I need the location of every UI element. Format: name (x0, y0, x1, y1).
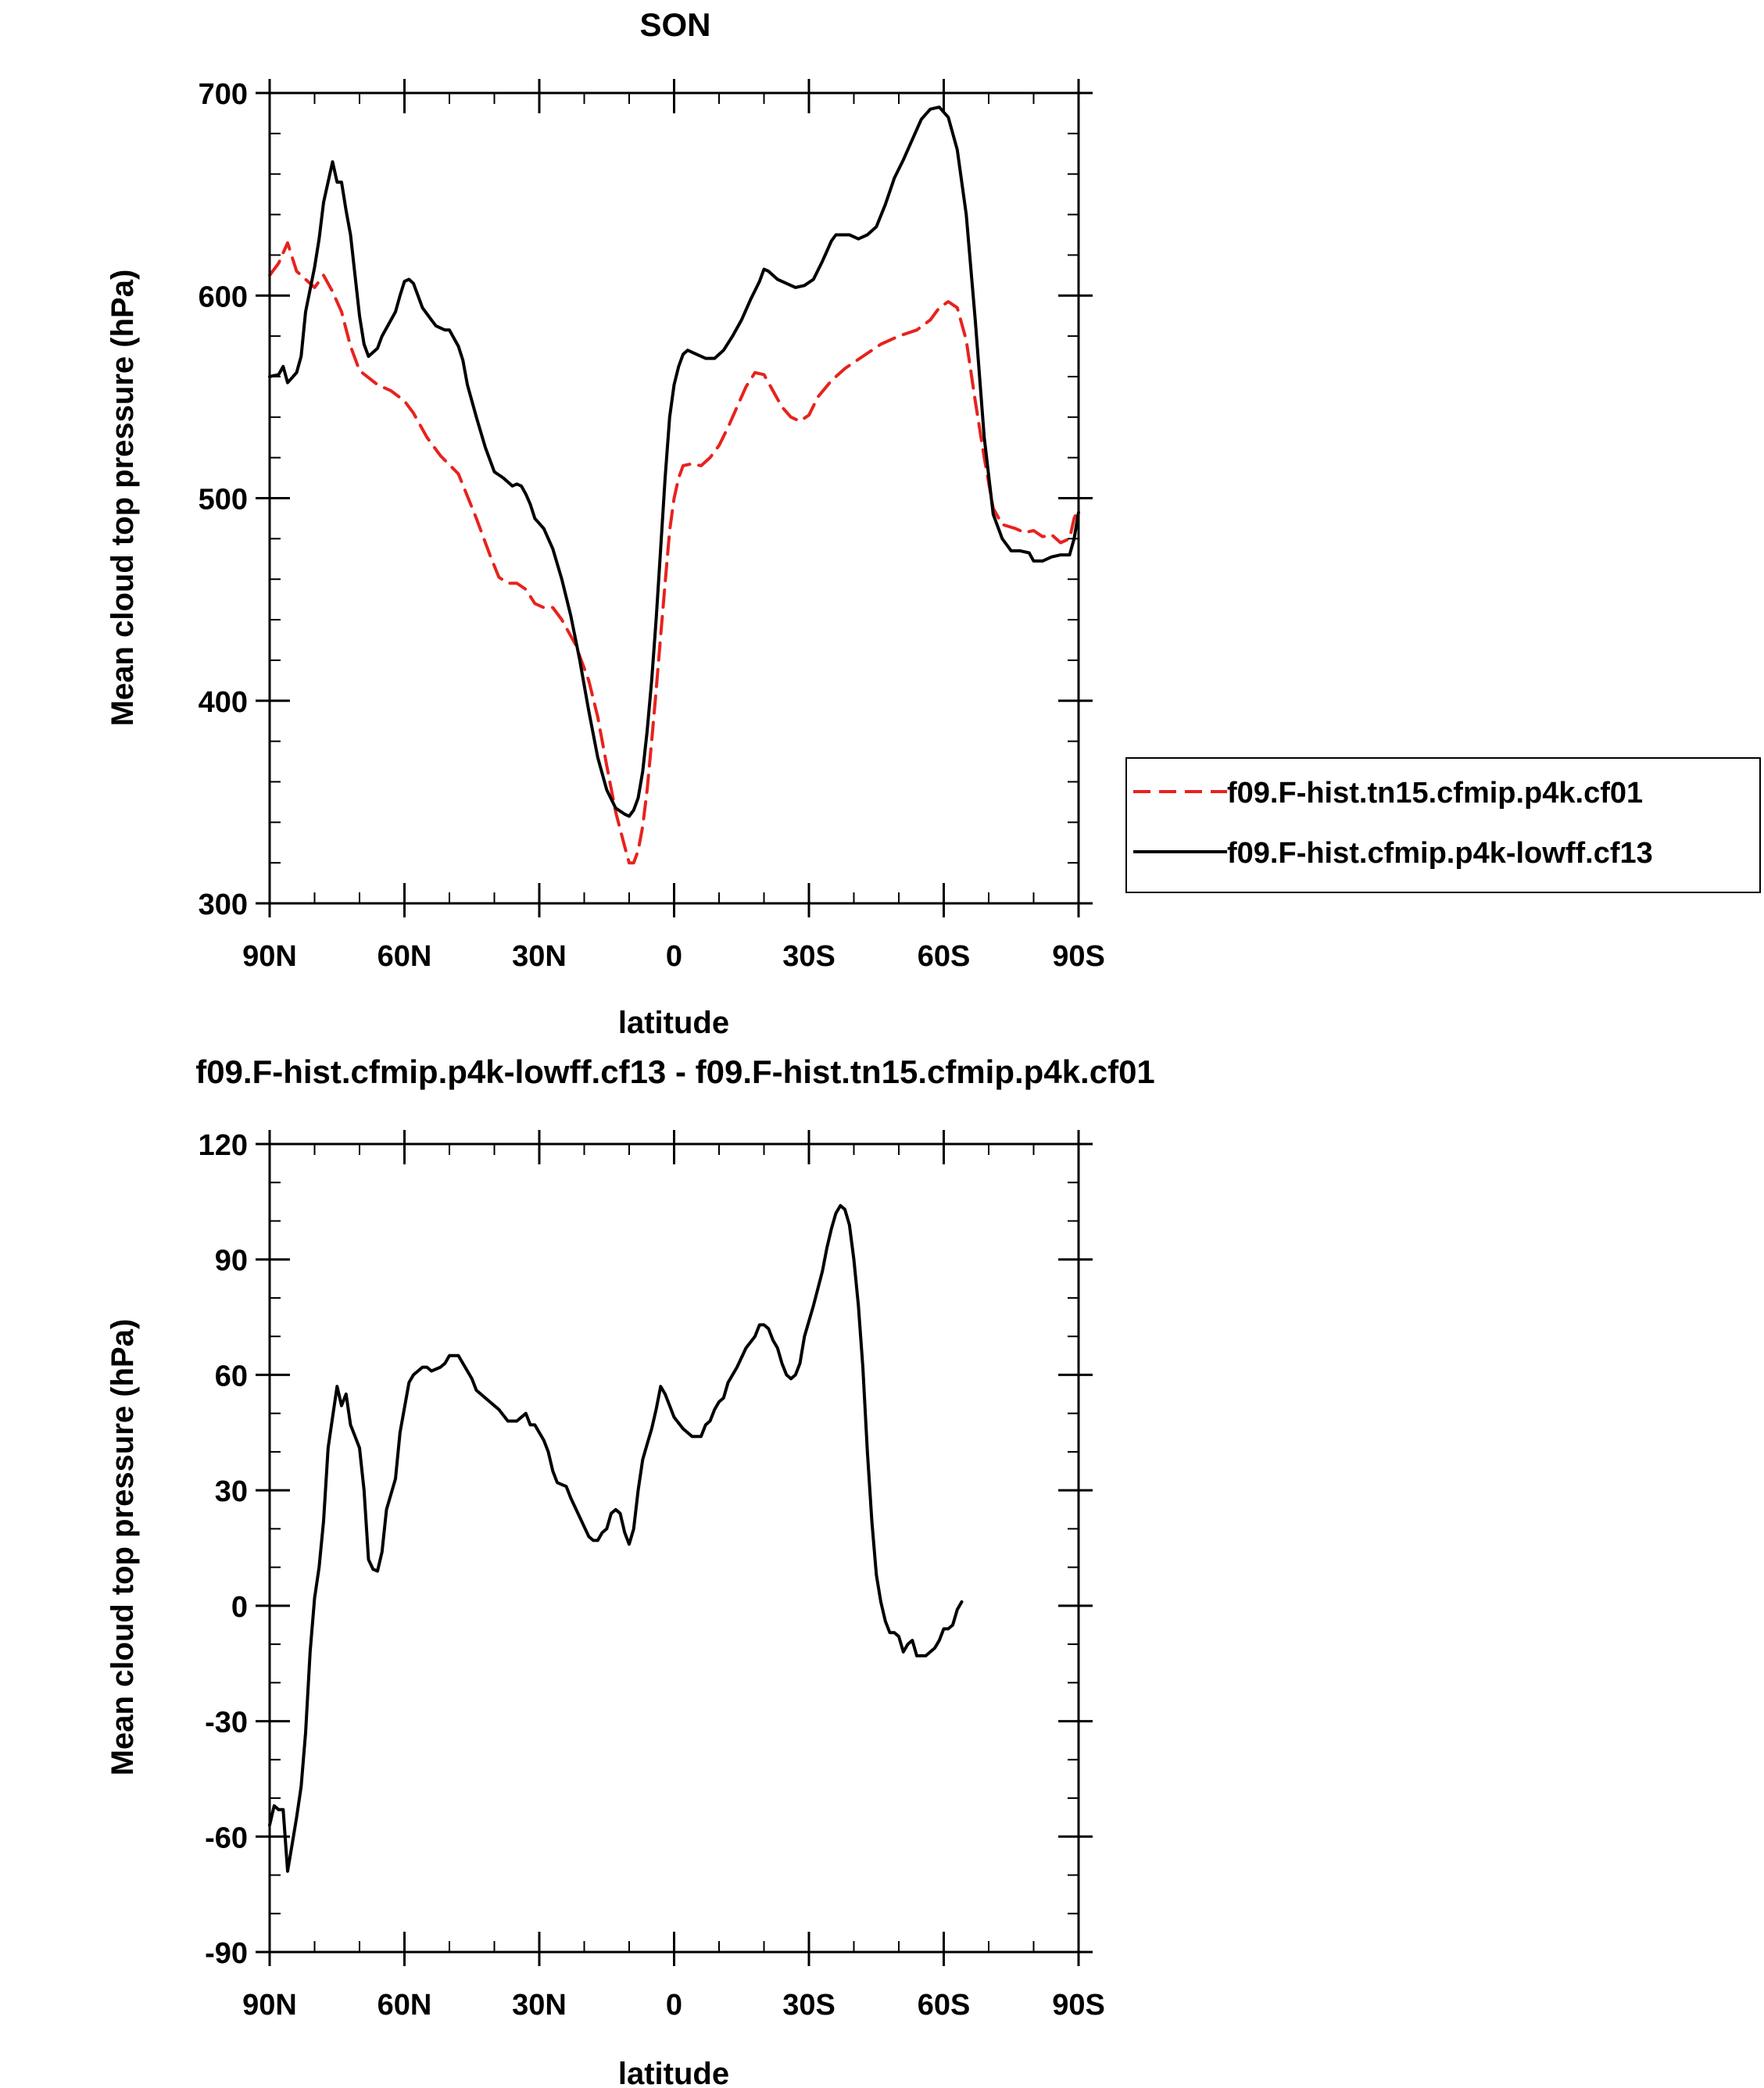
top-series-line-1 (268, 241, 1080, 865)
top-x-tick-label: 30N (512, 940, 567, 973)
bottom-x-tick-label: 30S (782, 1989, 835, 2022)
top-x-axis-label: latitude (618, 1006, 729, 1040)
bottom-y-tick-label: 30 (215, 1475, 248, 1508)
bottom-chart-panel: f09.F-hist.cfmip.p4k-lowff.cf13 - f09.F-… (106, 1053, 1155, 2088)
top-x-tick-label: 60S (918, 940, 971, 973)
legend-label-series-1: f09.F-hist.tn15.cfmip.p4k.cf01 (1227, 777, 1643, 810)
bottom-y-tick-label: 90 (215, 1245, 248, 1278)
top-x-tick-label: 0 (666, 940, 682, 973)
bottom-y-tick-label: -30 (205, 1707, 248, 1739)
top-x-tick-label: 90S (1052, 940, 1105, 973)
legend-label-series-2: f09.F-hist.cfmip.p4k-lowff.cf13 (1227, 837, 1653, 870)
bottom-x-axis-label: latitude (618, 2057, 729, 2088)
top-y-axis-label: Mean cloud top pressure (hPa) (106, 270, 140, 727)
top-series-layer (268, 105, 1080, 865)
top-x-tick-label: 30S (782, 940, 835, 973)
top-series-line-2 (268, 105, 1080, 818)
top-y-tick-label: 300 (199, 888, 248, 921)
bottom-y-tick-label: -90 (205, 1937, 248, 1970)
bottom-x-tick-label: 60N (377, 1989, 432, 2022)
bottom-series-line-1 (268, 1203, 964, 1873)
bottom-y-axis-label: Mean cloud top pressure (hPa) (106, 1319, 140, 1776)
top-chart-panel: SON 90N 60N 30N 0 30S 60S 90S 300 400 500 600 700 l… (106, 6, 1761, 1040)
top-y-tick-label: 600 (199, 281, 248, 313)
top-chart-legend: f09.F-hist.tn15.cfmip.p4k.cf01 f09.F-his… (1125, 757, 1761, 893)
bottom-y-tick-label: -60 (205, 1822, 248, 1854)
bottom-x-tick-label: 30N (512, 1989, 567, 2022)
legend-box (1125, 757, 1761, 893)
bottom-plot-frame (268, 1142, 1080, 1954)
top-x-tick-label: 60N (377, 940, 432, 973)
bottom-axis-ticks: 90N 60N 30N 0 30S 60S 90S -90 -60 -30 0 30 60 90 120 (199, 1129, 1105, 2022)
top-y-tick-label: 500 (199, 484, 248, 517)
top-x-tick-label: 90N (242, 940, 297, 973)
top-chart-title: SON (639, 6, 710, 43)
bottom-x-tick-label: 90N (242, 1989, 297, 2022)
bottom-series-layer (268, 1203, 964, 1873)
bottom-y-tick-label: 0 (231, 1591, 248, 1624)
top-y-tick-label: 400 (199, 686, 248, 719)
bottom-x-tick-label: 0 (666, 1989, 682, 2022)
bottom-x-tick-label: 60S (918, 1989, 971, 2022)
bottom-y-tick-label: 60 (215, 1360, 248, 1393)
top-axis-ticks: 90N 60N 30N 0 30S 60S 90S 300 400 500 600 700 (199, 78, 1105, 973)
bottom-chart-title: f09.F-hist.cfmip.p4k-lowff.cf13 - f09.F-… (195, 1053, 1155, 1090)
top-y-tick-label: 700 (199, 78, 248, 111)
bottom-x-tick-label: 90S (1052, 1989, 1105, 2022)
bottom-y-tick-label: 120 (199, 1129, 248, 1162)
